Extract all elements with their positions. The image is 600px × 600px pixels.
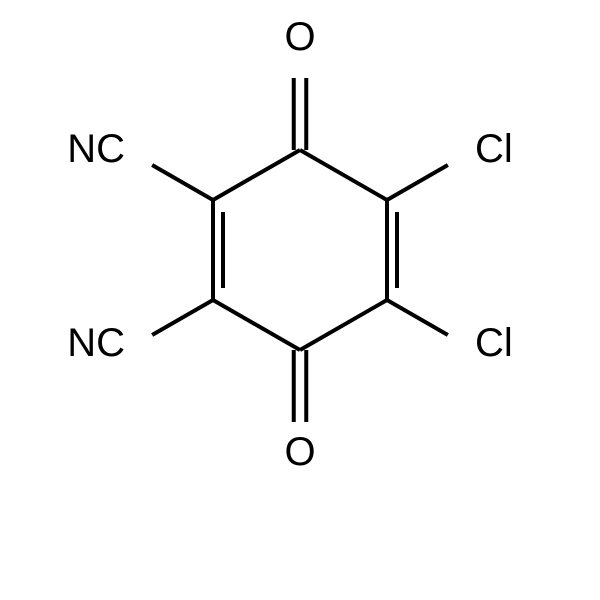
atom-label: NC	[67, 127, 125, 171]
atom-label: NC	[67, 321, 125, 365]
molecule-diagram: O O Cl Cl NC NC	[0, 0, 600, 600]
atom-label: Cl	[475, 321, 513, 365]
atom-label: O	[284, 15, 315, 59]
atom-label: Cl	[475, 127, 513, 171]
atom-label: O	[284, 430, 315, 474]
